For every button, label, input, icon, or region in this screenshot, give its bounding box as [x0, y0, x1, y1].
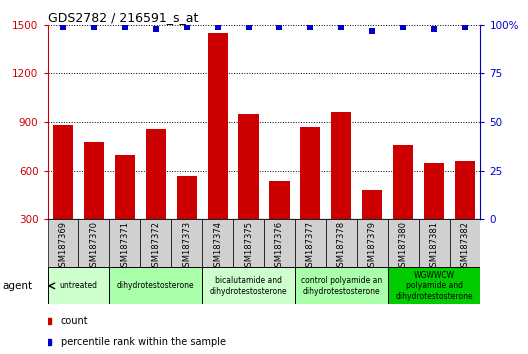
Text: agent: agent	[3, 281, 33, 291]
Text: GSM187380: GSM187380	[399, 221, 408, 272]
Text: GSM187375: GSM187375	[244, 221, 253, 272]
Text: GSM187371: GSM187371	[120, 221, 129, 272]
Bar	[326, 219, 357, 267]
Bar	[109, 219, 140, 267]
Text: GSM187382: GSM187382	[460, 221, 469, 272]
Text: GSM187381: GSM187381	[430, 221, 439, 272]
Point	[244, 24, 253, 30]
Point	[461, 24, 469, 30]
Bar	[300, 127, 320, 268]
Point	[306, 24, 315, 30]
Bar	[115, 155, 135, 268]
Text: percentile rank within the sample: percentile rank within the sample	[61, 337, 225, 347]
Text: control polyamide an
dihydrotestosterone: control polyamide an dihydrotestosterone	[300, 276, 382, 296]
Point	[152, 26, 160, 32]
Bar	[362, 190, 382, 268]
Text: GSM187373: GSM187373	[182, 221, 191, 272]
Bar	[455, 161, 475, 268]
Bar	[171, 219, 202, 267]
Text: WGWWCW
polyamide and
dihydrotestosterone: WGWWCW polyamide and dihydrotestosterone	[395, 271, 473, 301]
Bar	[388, 219, 419, 267]
Bar	[53, 125, 73, 268]
Bar	[146, 129, 166, 268]
Bar	[424, 163, 444, 268]
Bar	[79, 219, 109, 267]
Bar	[388, 267, 480, 304]
Point	[90, 24, 98, 30]
Text: GSM187377: GSM187377	[306, 221, 315, 272]
Bar	[177, 176, 197, 268]
Bar	[109, 267, 202, 304]
Text: count: count	[61, 316, 88, 326]
Bar	[269, 181, 289, 268]
Point	[120, 24, 129, 30]
Bar	[202, 267, 295, 304]
Text: GSM187374: GSM187374	[213, 221, 222, 272]
Text: GSM187379: GSM187379	[367, 221, 377, 272]
Bar	[419, 219, 449, 267]
Point	[275, 24, 284, 30]
Text: untreated: untreated	[60, 281, 98, 290]
Point	[59, 24, 67, 30]
Point	[183, 24, 191, 30]
Text: GDS2782 / 216591_s_at: GDS2782 / 216591_s_at	[48, 11, 198, 24]
Text: GSM187372: GSM187372	[151, 221, 161, 272]
Bar	[264, 219, 295, 267]
Bar	[208, 33, 228, 268]
Bar	[331, 113, 351, 268]
Bar	[357, 219, 388, 267]
Point	[368, 28, 376, 34]
Text: bicalutamide and
dihydrotestosterone: bicalutamide and dihydrotestosterone	[210, 276, 287, 296]
Text: GSM187378: GSM187378	[337, 221, 346, 272]
Bar	[295, 219, 326, 267]
Text: GSM187376: GSM187376	[275, 221, 284, 272]
Bar	[48, 267, 109, 304]
Text: GSM187370: GSM187370	[89, 221, 98, 272]
Bar	[233, 219, 264, 267]
Point	[430, 26, 438, 32]
Bar	[393, 145, 413, 268]
Bar	[84, 142, 104, 268]
Point	[399, 24, 408, 30]
Point	[213, 24, 222, 30]
Bar	[202, 219, 233, 267]
Bar	[48, 219, 79, 267]
Bar	[295, 267, 388, 304]
Text: GSM187369: GSM187369	[59, 221, 68, 272]
Point	[337, 24, 345, 30]
Bar	[239, 114, 259, 268]
Bar	[140, 219, 171, 267]
Text: dihydrotestosterone: dihydrotestosterone	[117, 281, 195, 290]
Bar	[449, 219, 480, 267]
